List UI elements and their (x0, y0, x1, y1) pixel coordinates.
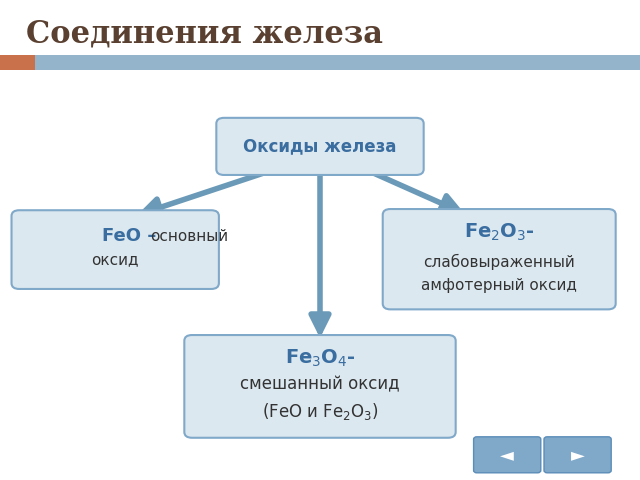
Text: амфотерный оксид: амфотерный оксид (421, 278, 577, 293)
FancyBboxPatch shape (184, 335, 456, 438)
Text: ◄: ◄ (500, 446, 514, 464)
Text: смешанный оксид: смешанный оксид (240, 375, 400, 393)
FancyBboxPatch shape (12, 210, 219, 289)
Text: (FeO и Fe$_2$O$_3$): (FeO и Fe$_2$O$_3$) (262, 401, 378, 422)
FancyBboxPatch shape (474, 437, 541, 473)
Bar (35, 55, 640, 70)
Bar (0, 55, 35, 70)
Text: Соединения железа: Соединения железа (26, 18, 383, 49)
Text: основный: основный (150, 228, 228, 244)
Text: ►: ► (571, 446, 584, 464)
FancyBboxPatch shape (216, 118, 424, 175)
Text: Оксиды железа: Оксиды железа (243, 137, 397, 156)
Text: Fe$_3$O$_4$-: Fe$_3$O$_4$- (285, 348, 355, 369)
Text: FeO –: FeO – (102, 227, 157, 245)
Text: оксид: оксид (92, 252, 139, 268)
FancyBboxPatch shape (544, 437, 611, 473)
FancyBboxPatch shape (383, 209, 616, 309)
Text: Fe$_2$O$_3$-: Fe$_2$O$_3$- (464, 222, 534, 243)
Text: слабовыраженный: слабовыраженный (423, 253, 575, 270)
